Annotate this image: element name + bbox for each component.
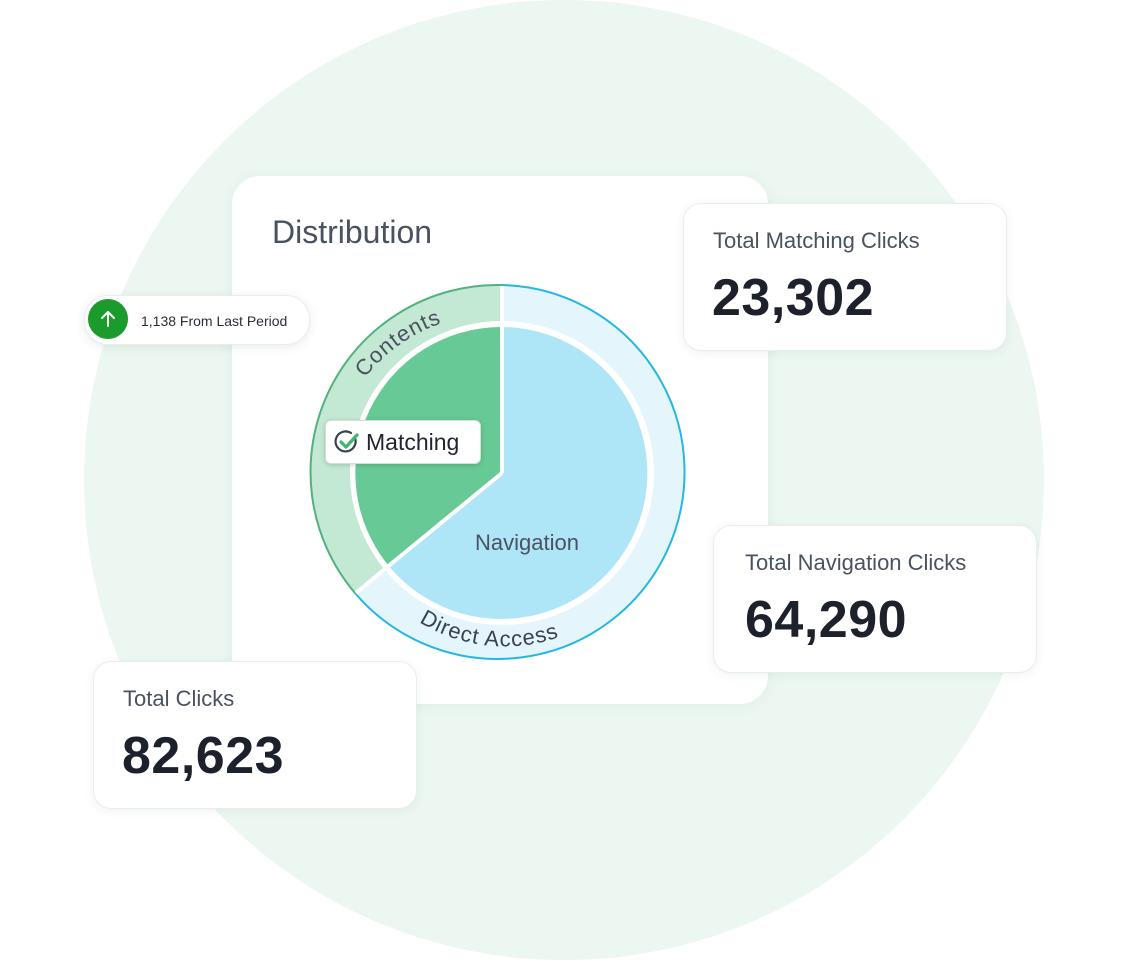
total-matching-clicks-label: Total Matching Clicks [713, 228, 920, 253]
distribution-title: Distribution [272, 214, 433, 250]
trend-text: 1,138 From Last Period [141, 313, 288, 329]
arrow-up-icon [88, 299, 128, 339]
matching-tag-label: Matching [366, 429, 460, 455]
total-clicks-card: Total Clicks 82,623 [93, 661, 417, 809]
matching-tag[interactable]: Matching [325, 420, 481, 464]
total-clicks-value: 82,623 [122, 727, 285, 785]
total-clicks-label: Total Clicks [123, 686, 235, 711]
total-navigation-clicks-card: Total Navigation Clicks 64,290 [713, 525, 1037, 673]
trend-pill: 1,138 From Last Period [84, 295, 310, 345]
total-navigation-clicks-label: Total Navigation Clicks [745, 550, 967, 575]
total-navigation-clicks-value: 64,290 [745, 591, 908, 649]
check-circle-icon [334, 430, 359, 453]
total-matching-clicks-value: 23,302 [712, 269, 875, 327]
total-matching-clicks-card: Total Matching Clicks 23,302 [683, 203, 1007, 351]
